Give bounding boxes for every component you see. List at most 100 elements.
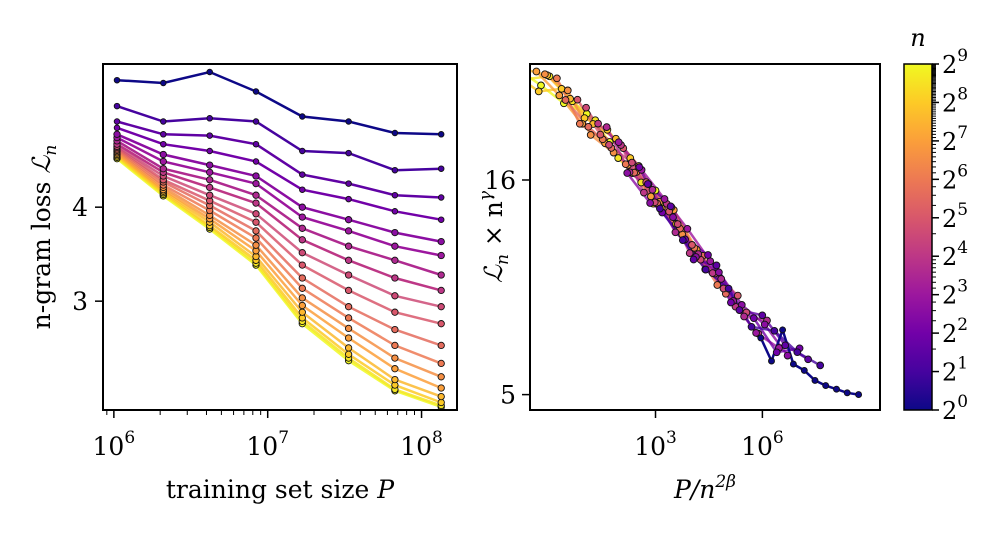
data-point-n128: [391, 365, 399, 373]
data-point-n1: [160, 79, 167, 87]
y-tick-label: 4: [72, 193, 88, 222]
data-point-n16: [252, 199, 260, 207]
colorbar-tick-label: 21: [942, 354, 968, 387]
x-tick-label: 107: [246, 428, 289, 461]
collapse-point-n96: [563, 86, 572, 95]
collapse-point-n1: [833, 385, 840, 393]
data-point-n2: [345, 149, 352, 157]
data-point-n4: [206, 147, 213, 155]
right-y-ticks: 5 16: [484, 166, 530, 410]
data-point-n4: [160, 140, 167, 148]
data-point-n32: [437, 320, 445, 328]
data-point-n12: [391, 256, 399, 264]
data-point-n24: [252, 210, 260, 218]
data-point-n8: [206, 168, 214, 176]
collapse-point-n8: [752, 329, 760, 337]
x-tick-label: 106: [741, 428, 784, 461]
x-tick-label: 108: [400, 428, 443, 461]
collapse-point-n64: [553, 74, 561, 83]
collapse-point-n24: [605, 140, 613, 149]
collapse-point-n512: [515, 66, 522, 73]
right-plot: 103 106 5 16 P/n2β ℒn × nγ: [476, 63, 881, 504]
collapse-point-n2: [770, 326, 779, 335]
right-x-ticks: 103 106: [634, 410, 784, 461]
data-point-n3: [437, 194, 445, 201]
data-point-n24: [344, 271, 353, 279]
collapse-point-n96: [541, 70, 549, 79]
series-line-n24: [116, 145, 442, 308]
x-tick-label: 106: [93, 428, 136, 461]
collapse-point-n16: [685, 249, 694, 257]
data-point-n16: [437, 286, 445, 295]
collapse-point-n2: [816, 361, 825, 370]
y-tick-label: 3: [72, 287, 88, 316]
data-point-n3: [160, 131, 167, 138]
colorbar-tick-label: 29: [942, 46, 968, 79]
series-line-n16: [116, 143, 442, 292]
data-point-n192: [298, 308, 306, 316]
collapse-point-n16: [708, 269, 717, 277]
collapse-point-n2: [678, 236, 687, 244]
collapse-point-n4: [635, 163, 644, 172]
colorbar-tick-label: 26: [942, 161, 968, 194]
collapse-point-n2: [656, 204, 664, 213]
data-point-n96: [391, 354, 399, 362]
collapse-point-n2: [724, 284, 733, 293]
left-series-lines: [116, 70, 442, 409]
data-point-n3: [113, 118, 121, 125]
collapse-point-n64: [575, 119, 584, 128]
data-point-n192: [344, 344, 353, 352]
collapse-point-n32: [573, 95, 582, 104]
series-line-n8: [116, 136, 442, 257]
data-point-n2: [391, 166, 399, 174]
data-point-n48: [437, 341, 445, 350]
colorbar-tick-label: 27: [942, 123, 968, 156]
collapse-point-n3: [804, 355, 812, 364]
collapse-point-n12: [648, 185, 657, 194]
data-point-n64: [298, 284, 306, 292]
right-series-points: [500, 66, 863, 399]
data-point-n24: [437, 303, 445, 311]
collapse-point-n24: [582, 103, 590, 112]
colorbar-tick-label: 24: [942, 238, 968, 271]
collapse-point-n4: [727, 298, 735, 307]
data-point-n24: [298, 249, 306, 257]
collapse-point-n6: [715, 268, 723, 277]
data-point-n12: [298, 224, 306, 232]
series-line-n32: [116, 146, 442, 325]
data-point-n128: [298, 301, 306, 310]
left-plot-frame: [102, 63, 458, 411]
series-line-n6: [116, 133, 442, 243]
data-point-n6: [298, 203, 306, 211]
data-point-n2: [299, 147, 306, 155]
data-point-n6: [344, 216, 353, 224]
collapse-point-n1: [768, 357, 775, 365]
data-point-n6: [437, 237, 445, 246]
collapse-point-n16: [594, 119, 602, 128]
data-point-n1: [391, 129, 399, 137]
data-point-n256: [344, 350, 353, 358]
collapse-point-n256: [512, 72, 519, 79]
collapse-point-n1: [800, 366, 808, 374]
collapse-point-n6: [783, 351, 792, 360]
data-point-n8: [252, 179, 260, 188]
y-tick-label: 5: [500, 381, 516, 410]
collapse-point-n3: [758, 311, 767, 320]
collapse-point-n64: [713, 281, 722, 289]
colorbar-title: n: [910, 24, 925, 52]
collapse-point-n3: [689, 255, 698, 264]
collapse-point-n32: [596, 130, 605, 139]
collapse-point-n384: [500, 70, 507, 77]
collapse-point-n4: [749, 314, 758, 323]
data-point-n48: [298, 274, 306, 282]
data-point-n16: [344, 256, 353, 264]
data-point-n3: [345, 180, 352, 187]
series-line-n4: [116, 126, 442, 221]
left-y-ticks: 34: [72, 193, 103, 316]
data-point-n2: [252, 118, 260, 125]
data-point-n1: [345, 118, 352, 125]
collapse-point-n192: [521, 66, 528, 73]
data-point-n8: [298, 213, 306, 221]
data-point-n6: [206, 161, 214, 169]
